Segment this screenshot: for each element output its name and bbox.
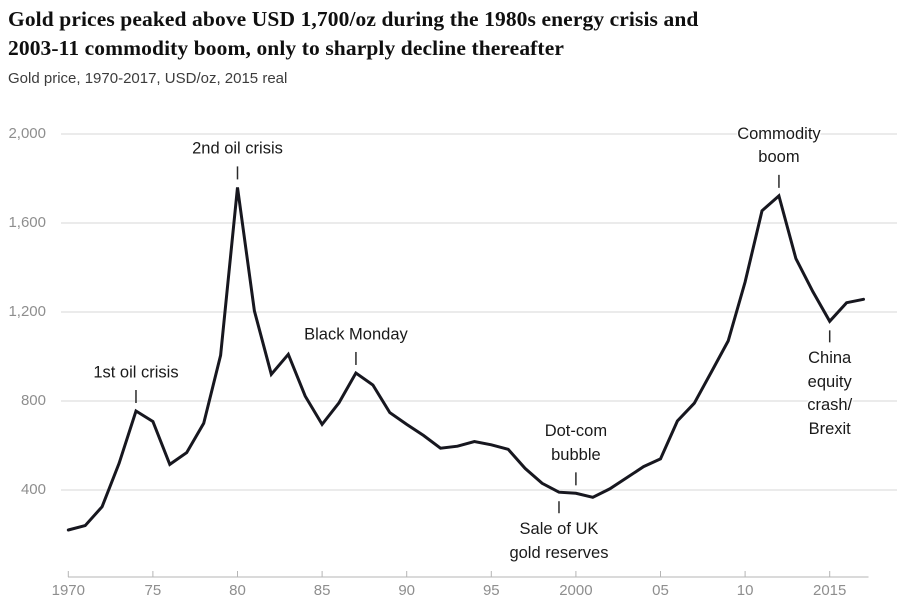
x-axis-label-1980: 80 (229, 582, 246, 599)
annotation-first-oil-crisis: 1st oil crisis (93, 362, 178, 386)
y-axis-label-800: 800 (20, 392, 46, 409)
annotation-line: 2nd oil crisis (192, 139, 283, 158)
annotation-uk-gold-sale: Sale of UK gold reserves (509, 518, 608, 565)
page-subtitle: Gold price, 1970-2017, USD/oz, 2015 real (8, 70, 288, 87)
annotation-line: Black Monday (304, 325, 408, 344)
x-axis-label-1975: 75 (144, 582, 162, 599)
x-axis-label-1970: 1970 (51, 582, 85, 599)
annotation-china-crash-brexit: China equity crash/Brexit (807, 347, 852, 441)
y-axis-label-400: 400 (20, 481, 46, 498)
gold-price-series-line (66, 187, 865, 532)
y-axis-label-2000: 2,000 (8, 125, 46, 142)
y-axis-label-1200: 1,200 (8, 303, 46, 320)
annotation-line: bubble (551, 445, 601, 464)
annotation-line: Sale of UK (519, 520, 599, 539)
page-title: Gold prices peaked above USD 1,700/oz du… (8, 7, 699, 60)
annotation-line: China (808, 349, 852, 368)
x-axis-label-1990: 90 (398, 582, 416, 599)
x-axis-label-2015: 2015 (813, 582, 847, 599)
annotation-commodity-boom: Commodity boom (737, 123, 820, 170)
annotation-line: Dot-com (544, 422, 608, 441)
annotation-line: Commodity (737, 124, 821, 143)
x-axis-label-2010: 10 (736, 582, 754, 599)
annotation-line: boom (758, 148, 800, 167)
annotation-dot-com-bubble: Dot-com bubble (545, 420, 607, 467)
x-axis-label-1995: 95 (482, 582, 500, 599)
y-axis-label-1600: 1,600 (8, 214, 46, 231)
annotation-black-monday: Black Monday (304, 323, 408, 347)
annotation-line: Brexit (808, 419, 851, 438)
annotation-second-oil-crisis: 2nd oil crisis (192, 138, 283, 162)
annotation-line: 1st oil crisis (93, 363, 179, 382)
x-axis-label-2000: 2000 (559, 582, 593, 599)
annotation-line: gold reserves (509, 543, 609, 562)
x-axis-label-1985: 85 (313, 582, 331, 599)
annotation-line: crash/ (807, 396, 853, 415)
x-axis-label-2005: 05 (652, 582, 669, 599)
annotation-line: equity (807, 372, 852, 391)
